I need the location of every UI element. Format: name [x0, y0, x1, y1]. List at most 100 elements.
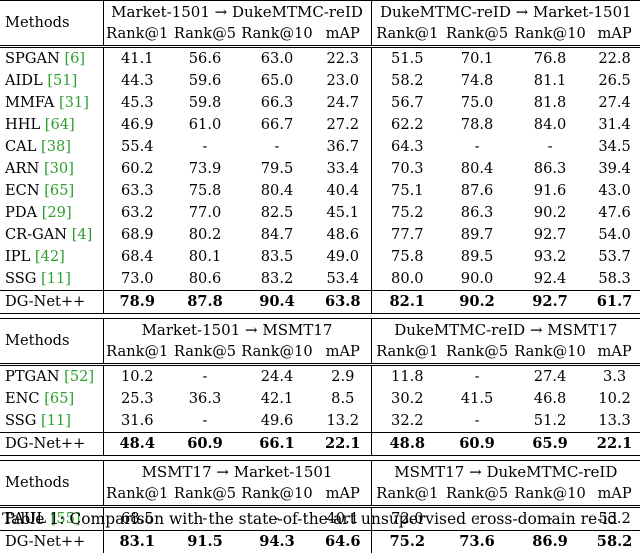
best-value-cell: 90.2: [443, 291, 511, 314]
value-cell: 49.0: [315, 246, 371, 268]
value-cell: 24.4: [239, 365, 315, 389]
table-caption: Table 1: Comparison with the state-of-th…: [2, 510, 617, 528]
citation-link[interactable]: [31]: [59, 94, 89, 111]
value-cell: 49.6: [239, 410, 315, 433]
best-value-cell: 22.1: [315, 433, 371, 456]
group-header: DukeMTMC-reID → Market-1501: [371, 1, 640, 24]
citation-link[interactable]: [65]: [44, 182, 74, 199]
value-cell: 30.2: [371, 388, 443, 410]
best-value-cell: 60.9: [171, 433, 239, 456]
value-cell: 64.3: [371, 136, 443, 158]
value-cell: 47.6: [589, 202, 640, 224]
value-cell: -: [511, 136, 589, 158]
value-cell: 92.4: [511, 268, 589, 291]
value-cell: 22.3: [315, 47, 371, 71]
value-cell: 76.8: [511, 47, 589, 71]
value-cell: 51.5: [371, 47, 443, 71]
value-cell: 70.1: [443, 47, 511, 71]
value-cell: 80.1: [171, 246, 239, 268]
metric-header: mAP: [315, 23, 371, 47]
value-cell: 10.2: [103, 365, 171, 389]
value-cell: 54.0: [589, 224, 640, 246]
group-header: DukeMTMC-reID → MSMT17: [371, 319, 640, 342]
best-value-cell: 83.1: [103, 531, 171, 553]
citation-link[interactable]: [30]: [44, 160, 74, 177]
value-cell: 33.4: [315, 158, 371, 180]
group-header: Market-1501 → MSMT17: [103, 319, 371, 342]
citation-link[interactable]: [52]: [64, 368, 94, 385]
value-cell: -: [443, 410, 511, 433]
value-cell: 75.0: [443, 92, 511, 114]
value-cell: 79.5: [239, 158, 315, 180]
citation-link[interactable]: [65]: [44, 390, 74, 407]
best-value-cell: 64.6: [315, 531, 371, 553]
method-cell: CR-GAN [4]: [0, 224, 103, 246]
value-cell: 66.3: [239, 92, 315, 114]
value-cell: 75.2: [371, 202, 443, 224]
citation-link[interactable]: [38]: [41, 138, 71, 155]
value-cell: 53.7: [589, 246, 640, 268]
citation-link[interactable]: [11]: [41, 412, 71, 429]
citation-link[interactable]: [6]: [64, 50, 85, 67]
value-cell: 89.5: [443, 246, 511, 268]
best-value-cell: 66.1: [239, 433, 315, 456]
value-cell: 81.8: [511, 92, 589, 114]
value-cell: 91.6: [511, 180, 589, 202]
citation-link[interactable]: [64]: [45, 116, 75, 133]
value-cell: 63.0: [239, 47, 315, 71]
value-cell: 11.8: [371, 365, 443, 389]
value-cell: 61.0: [171, 114, 239, 136]
group-header: MSMT17 → DukeMTMC-reID: [371, 461, 640, 484]
metric-header: Rank@1: [103, 23, 171, 47]
value-cell: 31.6: [103, 410, 171, 433]
value-cell: 10.2: [589, 388, 640, 410]
value-cell: 75.1: [371, 180, 443, 202]
value-cell: 36.3: [171, 388, 239, 410]
metric-header: Rank@1: [371, 341, 443, 365]
method-cell: CAL [38]: [0, 136, 103, 158]
value-cell: 44.3: [103, 70, 171, 92]
method-cell: PTGAN [52]: [0, 365, 103, 389]
value-cell: 84.7: [239, 224, 315, 246]
metric-header: Rank@5: [171, 483, 239, 507]
best-value-cell: 65.9: [511, 433, 589, 456]
value-cell: 59.6: [171, 70, 239, 92]
value-cell: 22.8: [589, 47, 640, 71]
value-cell: 80.4: [443, 158, 511, 180]
value-cell: 45.1: [315, 202, 371, 224]
value-cell: 70.3: [371, 158, 443, 180]
citation-link[interactable]: [51]: [47, 72, 77, 89]
citation-link[interactable]: [11]: [41, 270, 71, 287]
best-value-cell: 48.4: [103, 433, 171, 456]
method-cell: SSG [11]: [0, 268, 103, 291]
group-header: MSMT17 → Market-1501: [103, 461, 371, 484]
value-cell: 27.4: [589, 92, 640, 114]
metric-header: mAP: [589, 341, 640, 365]
citation-link[interactable]: [4]: [72, 226, 93, 243]
metric-header: Rank@10: [511, 483, 589, 507]
citation-link[interactable]: [29]: [42, 204, 72, 221]
best-value-cell: 82.1: [371, 291, 443, 314]
method-name: DG-Net++: [0, 433, 103, 456]
value-cell: 87.6: [443, 180, 511, 202]
value-cell: 68.9: [103, 224, 171, 246]
value-cell: 23.0: [315, 70, 371, 92]
best-value-cell: 22.1: [589, 433, 640, 456]
best-value-cell: 94.3: [239, 531, 315, 553]
best-value-cell: 87.8: [171, 291, 239, 314]
best-value-cell: 48.8: [371, 433, 443, 456]
citation-link[interactable]: [42]: [35, 248, 65, 265]
value-cell: 84.0: [511, 114, 589, 136]
value-cell: 81.1: [511, 70, 589, 92]
method-cell: ARN [30]: [0, 158, 103, 180]
